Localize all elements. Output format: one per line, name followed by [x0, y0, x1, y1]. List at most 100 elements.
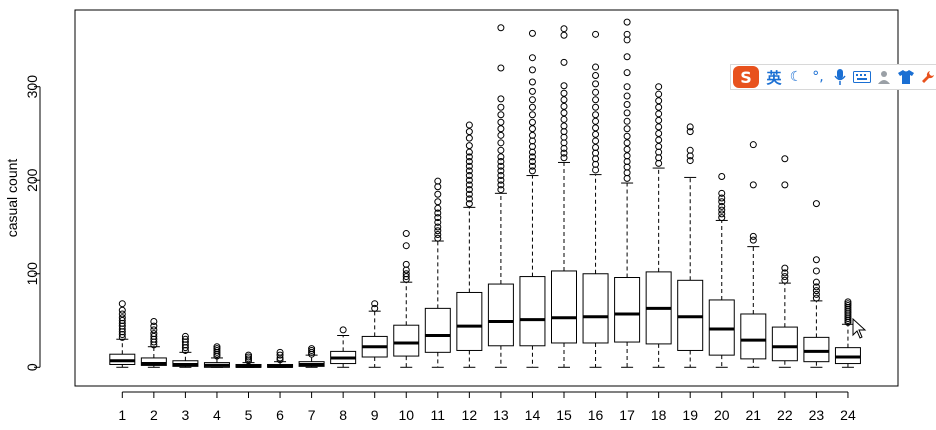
- x-tick-label: 24: [840, 407, 856, 423]
- outlier-point: [497, 103, 505, 111]
- outlier-point: [276, 356, 284, 364]
- microphone-icon[interactable]: [831, 66, 849, 88]
- outlier-point: [465, 181, 473, 189]
- x-tick-label: 16: [588, 407, 604, 423]
- outlier-point: [655, 148, 663, 156]
- moon-icon[interactable]: ☾: [789, 69, 803, 85]
- x-tick-label: 15: [556, 407, 572, 423]
- sogou-logo-icon[interactable]: S: [733, 66, 759, 88]
- outlier-point: [118, 317, 126, 325]
- y-tick-label: 0: [24, 363, 40, 371]
- box: [487, 283, 514, 347]
- shirt-icon[interactable]: [897, 66, 915, 88]
- outlier-point: [655, 143, 663, 151]
- outlier-point: [718, 214, 726, 222]
- outlier-point: [686, 128, 694, 136]
- outlier-point: [434, 190, 442, 198]
- outlier-point: [402, 242, 410, 250]
- outlier-point: [150, 322, 158, 330]
- outlier-point: [781, 264, 789, 272]
- x-tick-label: 22: [777, 407, 793, 423]
- box: [803, 336, 830, 363]
- outlier-point: [655, 154, 663, 162]
- outlier-point: [592, 111, 600, 119]
- outlier-point: [812, 200, 820, 208]
- outlier-point: [276, 348, 284, 356]
- outlier-point: [465, 195, 473, 203]
- outlier-point: [592, 96, 600, 104]
- outlier-point: [592, 88, 600, 96]
- outlier-point: [718, 189, 726, 197]
- outlier-point: [560, 154, 568, 162]
- x-tick-label: 21: [746, 407, 762, 423]
- outlier-point: [497, 24, 505, 32]
- y-tick-label: 200: [24, 168, 40, 192]
- outlier-point: [623, 174, 631, 182]
- outlier-point: [465, 186, 473, 194]
- outlier-point: [592, 124, 600, 132]
- x-tick-label: 8: [339, 407, 347, 423]
- outlier-point: [434, 183, 442, 191]
- outlier-point: [497, 186, 505, 194]
- outlier-point: [465, 172, 473, 180]
- x-tick-label: 13: [493, 407, 509, 423]
- language-toggle-button[interactable]: 英: [766, 68, 782, 87]
- outlier-point: [465, 134, 473, 142]
- outlier-point: [749, 141, 757, 149]
- keyboard-icon[interactable]: [853, 66, 871, 88]
- box: [393, 324, 420, 357]
- x-tick-label: 20: [714, 407, 730, 423]
- box: [140, 357, 167, 366]
- outlier-point: [655, 159, 663, 167]
- outlier-point: [655, 97, 663, 105]
- outlier-point: [465, 162, 473, 170]
- outlier-point: [812, 267, 820, 275]
- y-axis-label: casual count: [4, 159, 20, 238]
- y-tick-label: 300: [24, 75, 40, 99]
- ime-toolbar[interactable]: S 英 ☾ °,: [730, 64, 936, 90]
- outlier-point: [655, 90, 663, 98]
- outlier-point: [497, 95, 505, 103]
- outlier-point: [465, 153, 473, 161]
- box: [740, 313, 767, 360]
- outlier-point: [118, 314, 126, 322]
- outlier-point: [623, 152, 631, 160]
- outlier-point: [371, 300, 379, 308]
- x-tick-label: 2: [150, 407, 158, 423]
- outlier-point: [592, 63, 600, 71]
- plot-frame: [74, 9, 899, 387]
- outlier-point: [528, 153, 536, 161]
- outlier-point: [560, 115, 568, 123]
- outlier-point: [592, 166, 600, 174]
- wrench-icon[interactable]: [919, 66, 936, 88]
- box: [424, 307, 451, 353]
- outlier-point: [497, 131, 505, 139]
- outlier-point: [560, 133, 568, 141]
- outlier-point: [781, 273, 789, 281]
- outlier-point: [623, 53, 631, 61]
- outlier-point: [749, 236, 757, 244]
- punctuation-icon[interactable]: °,: [812, 69, 824, 85]
- outlier-point: [465, 121, 473, 129]
- outlier-point: [434, 234, 442, 242]
- x-tick-label: 4: [213, 407, 221, 423]
- outlier-point: [528, 158, 536, 166]
- outlier-point: [497, 162, 505, 170]
- user-icon[interactable]: [875, 66, 893, 88]
- outlier-point: [434, 230, 442, 238]
- outlier-point: [655, 123, 663, 131]
- outlier-point: [528, 66, 536, 74]
- outlier-point: [655, 103, 663, 111]
- outlier-point: [781, 155, 789, 163]
- x-tick-label: 10: [398, 407, 414, 423]
- outlier-point: [402, 230, 410, 238]
- x-tick-label: 7: [308, 407, 316, 423]
- outlier-point: [371, 304, 379, 312]
- outlier-point: [844, 300, 852, 308]
- outlier-point: [402, 266, 410, 274]
- outlier-point: [592, 30, 600, 38]
- outlier-point: [497, 172, 505, 180]
- outlier-point: [623, 69, 631, 77]
- outlier-point: [623, 125, 631, 133]
- outlier-point: [592, 103, 600, 111]
